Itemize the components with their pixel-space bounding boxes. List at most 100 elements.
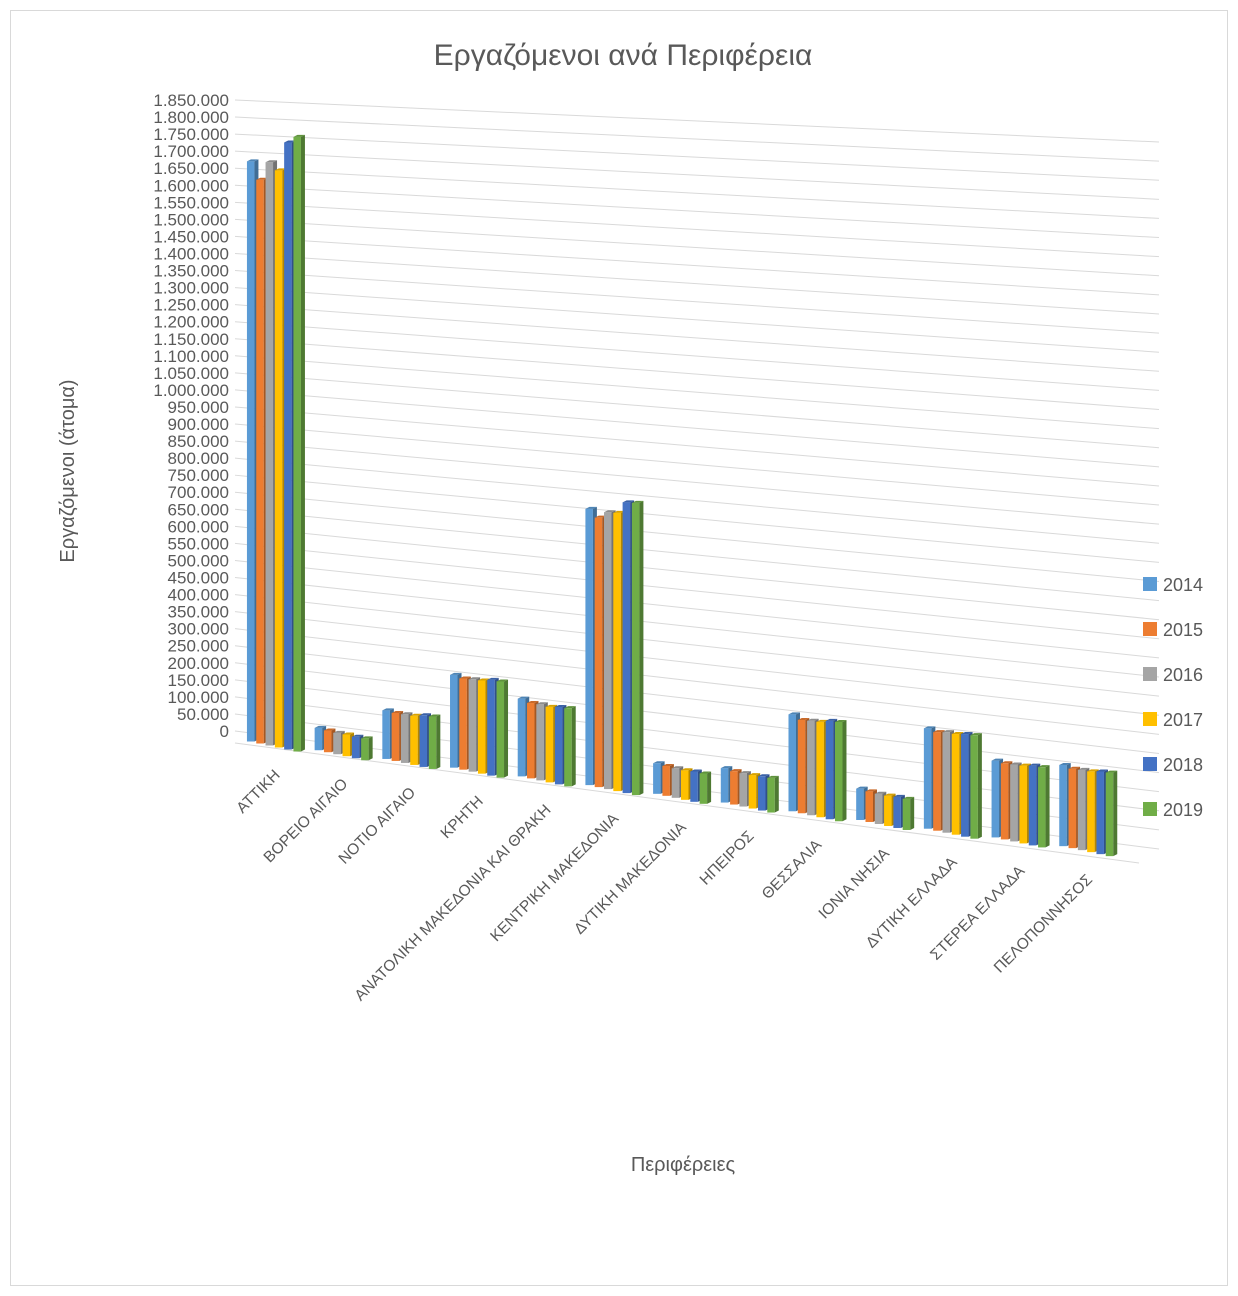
bar-top xyxy=(923,726,936,729)
bar-top xyxy=(961,732,973,735)
gridline xyxy=(234,99,1160,143)
gridline xyxy=(234,611,1160,716)
bar-top xyxy=(545,704,558,707)
bar xyxy=(428,716,437,769)
bar xyxy=(951,734,960,835)
gridline xyxy=(234,287,1160,353)
bar xyxy=(1010,764,1018,842)
y-tick-label: 1.550.000 xyxy=(153,193,229,212)
bar-top xyxy=(874,791,887,794)
bar xyxy=(459,678,467,770)
category-label: ΝΟΤΙΟ ΑΙΓΑΙΟ xyxy=(336,784,419,867)
gridline xyxy=(234,440,1160,525)
gridline xyxy=(234,474,1160,563)
bar xyxy=(653,763,661,794)
y-tick-label: 750.000 xyxy=(168,466,229,485)
bar xyxy=(767,777,775,813)
bar xyxy=(1038,767,1046,848)
legend-swatch xyxy=(1143,802,1157,816)
bar xyxy=(256,179,264,744)
bar-top xyxy=(323,728,336,731)
bar xyxy=(690,771,698,802)
bar-top xyxy=(246,159,259,162)
y-tick-label: 50.000 xyxy=(177,705,229,724)
bar xyxy=(961,734,969,837)
bar-top xyxy=(459,676,471,679)
bar-top xyxy=(991,758,1004,761)
bar xyxy=(333,732,341,755)
bar-top xyxy=(564,706,576,709)
bar-top xyxy=(391,710,404,713)
bar-top xyxy=(816,719,828,722)
gridline xyxy=(234,559,1160,659)
gridline xyxy=(234,542,1160,640)
bar-top xyxy=(527,701,539,704)
y-tick-label: 1.350.000 xyxy=(153,262,229,281)
bar-top xyxy=(1059,762,1071,765)
bar-top xyxy=(1019,763,1031,766)
bar xyxy=(720,768,729,803)
gridline xyxy=(234,270,1160,334)
bar xyxy=(1077,769,1086,851)
y-tick-label: 350.000 xyxy=(168,603,229,622)
bar-top xyxy=(517,696,530,699)
bar xyxy=(400,714,409,763)
bar xyxy=(450,674,458,768)
bar xyxy=(391,712,400,761)
y-tick-label: 600.000 xyxy=(168,517,229,536)
bar-top xyxy=(284,140,296,143)
bar-top xyxy=(739,771,751,774)
y-tick-label: 650.000 xyxy=(168,500,229,519)
bar-top xyxy=(730,769,742,772)
gridline xyxy=(234,218,1160,277)
y-tick-label: 800.000 xyxy=(168,449,229,468)
legend-label: 2017 xyxy=(1163,710,1203,730)
y-tick-label: 1.250.000 xyxy=(153,296,229,315)
gridline xyxy=(234,133,1160,181)
y-tick-label: 1.800.000 xyxy=(153,108,229,127)
legend-label: 2018 xyxy=(1163,755,1203,775)
bar xyxy=(410,715,418,765)
bar-top xyxy=(477,678,490,681)
bar xyxy=(361,738,369,761)
legend-swatch xyxy=(1143,667,1157,681)
y-tick-label: 1.000.000 xyxy=(153,381,229,400)
bar-top xyxy=(1077,767,1090,770)
bar-top xyxy=(554,704,567,707)
bar xyxy=(293,136,301,752)
bar-side xyxy=(504,679,509,778)
y-tick-label: 950.000 xyxy=(168,398,229,417)
bar-top xyxy=(720,766,733,769)
bar xyxy=(323,730,332,753)
bar-side xyxy=(774,775,779,813)
gridlines xyxy=(234,99,1160,850)
bar-side xyxy=(571,706,576,787)
bar xyxy=(699,773,708,804)
y-tick-label: 300.000 xyxy=(168,620,229,639)
bar-top xyxy=(382,708,394,711)
bar-side xyxy=(1113,770,1118,857)
bar xyxy=(865,791,873,822)
category-label: ΑΤΤΙΚΗ xyxy=(233,767,283,817)
bar xyxy=(487,679,495,776)
bar-top xyxy=(1038,765,1050,768)
y-tick-label: 1.300.000 xyxy=(153,279,229,298)
bar-top xyxy=(1028,763,1041,766)
bar-top xyxy=(496,679,509,682)
bar-top xyxy=(865,789,877,792)
category-label: ΚΡΗΤΗ xyxy=(438,793,487,842)
bar xyxy=(622,502,631,794)
bar-top xyxy=(293,134,305,137)
y-tick-label: 250.000 xyxy=(168,637,229,656)
bar-top xyxy=(788,712,800,715)
category-label: ΘΕΣΣΑΛΙΑ xyxy=(759,836,826,903)
bar-top xyxy=(757,774,770,777)
bar xyxy=(1000,763,1009,840)
bar xyxy=(681,770,689,800)
bar-top xyxy=(797,717,810,720)
bar-top xyxy=(681,768,693,771)
bar xyxy=(545,706,554,783)
bar-series xyxy=(246,134,1118,857)
bar xyxy=(468,679,477,772)
bar xyxy=(342,734,351,757)
